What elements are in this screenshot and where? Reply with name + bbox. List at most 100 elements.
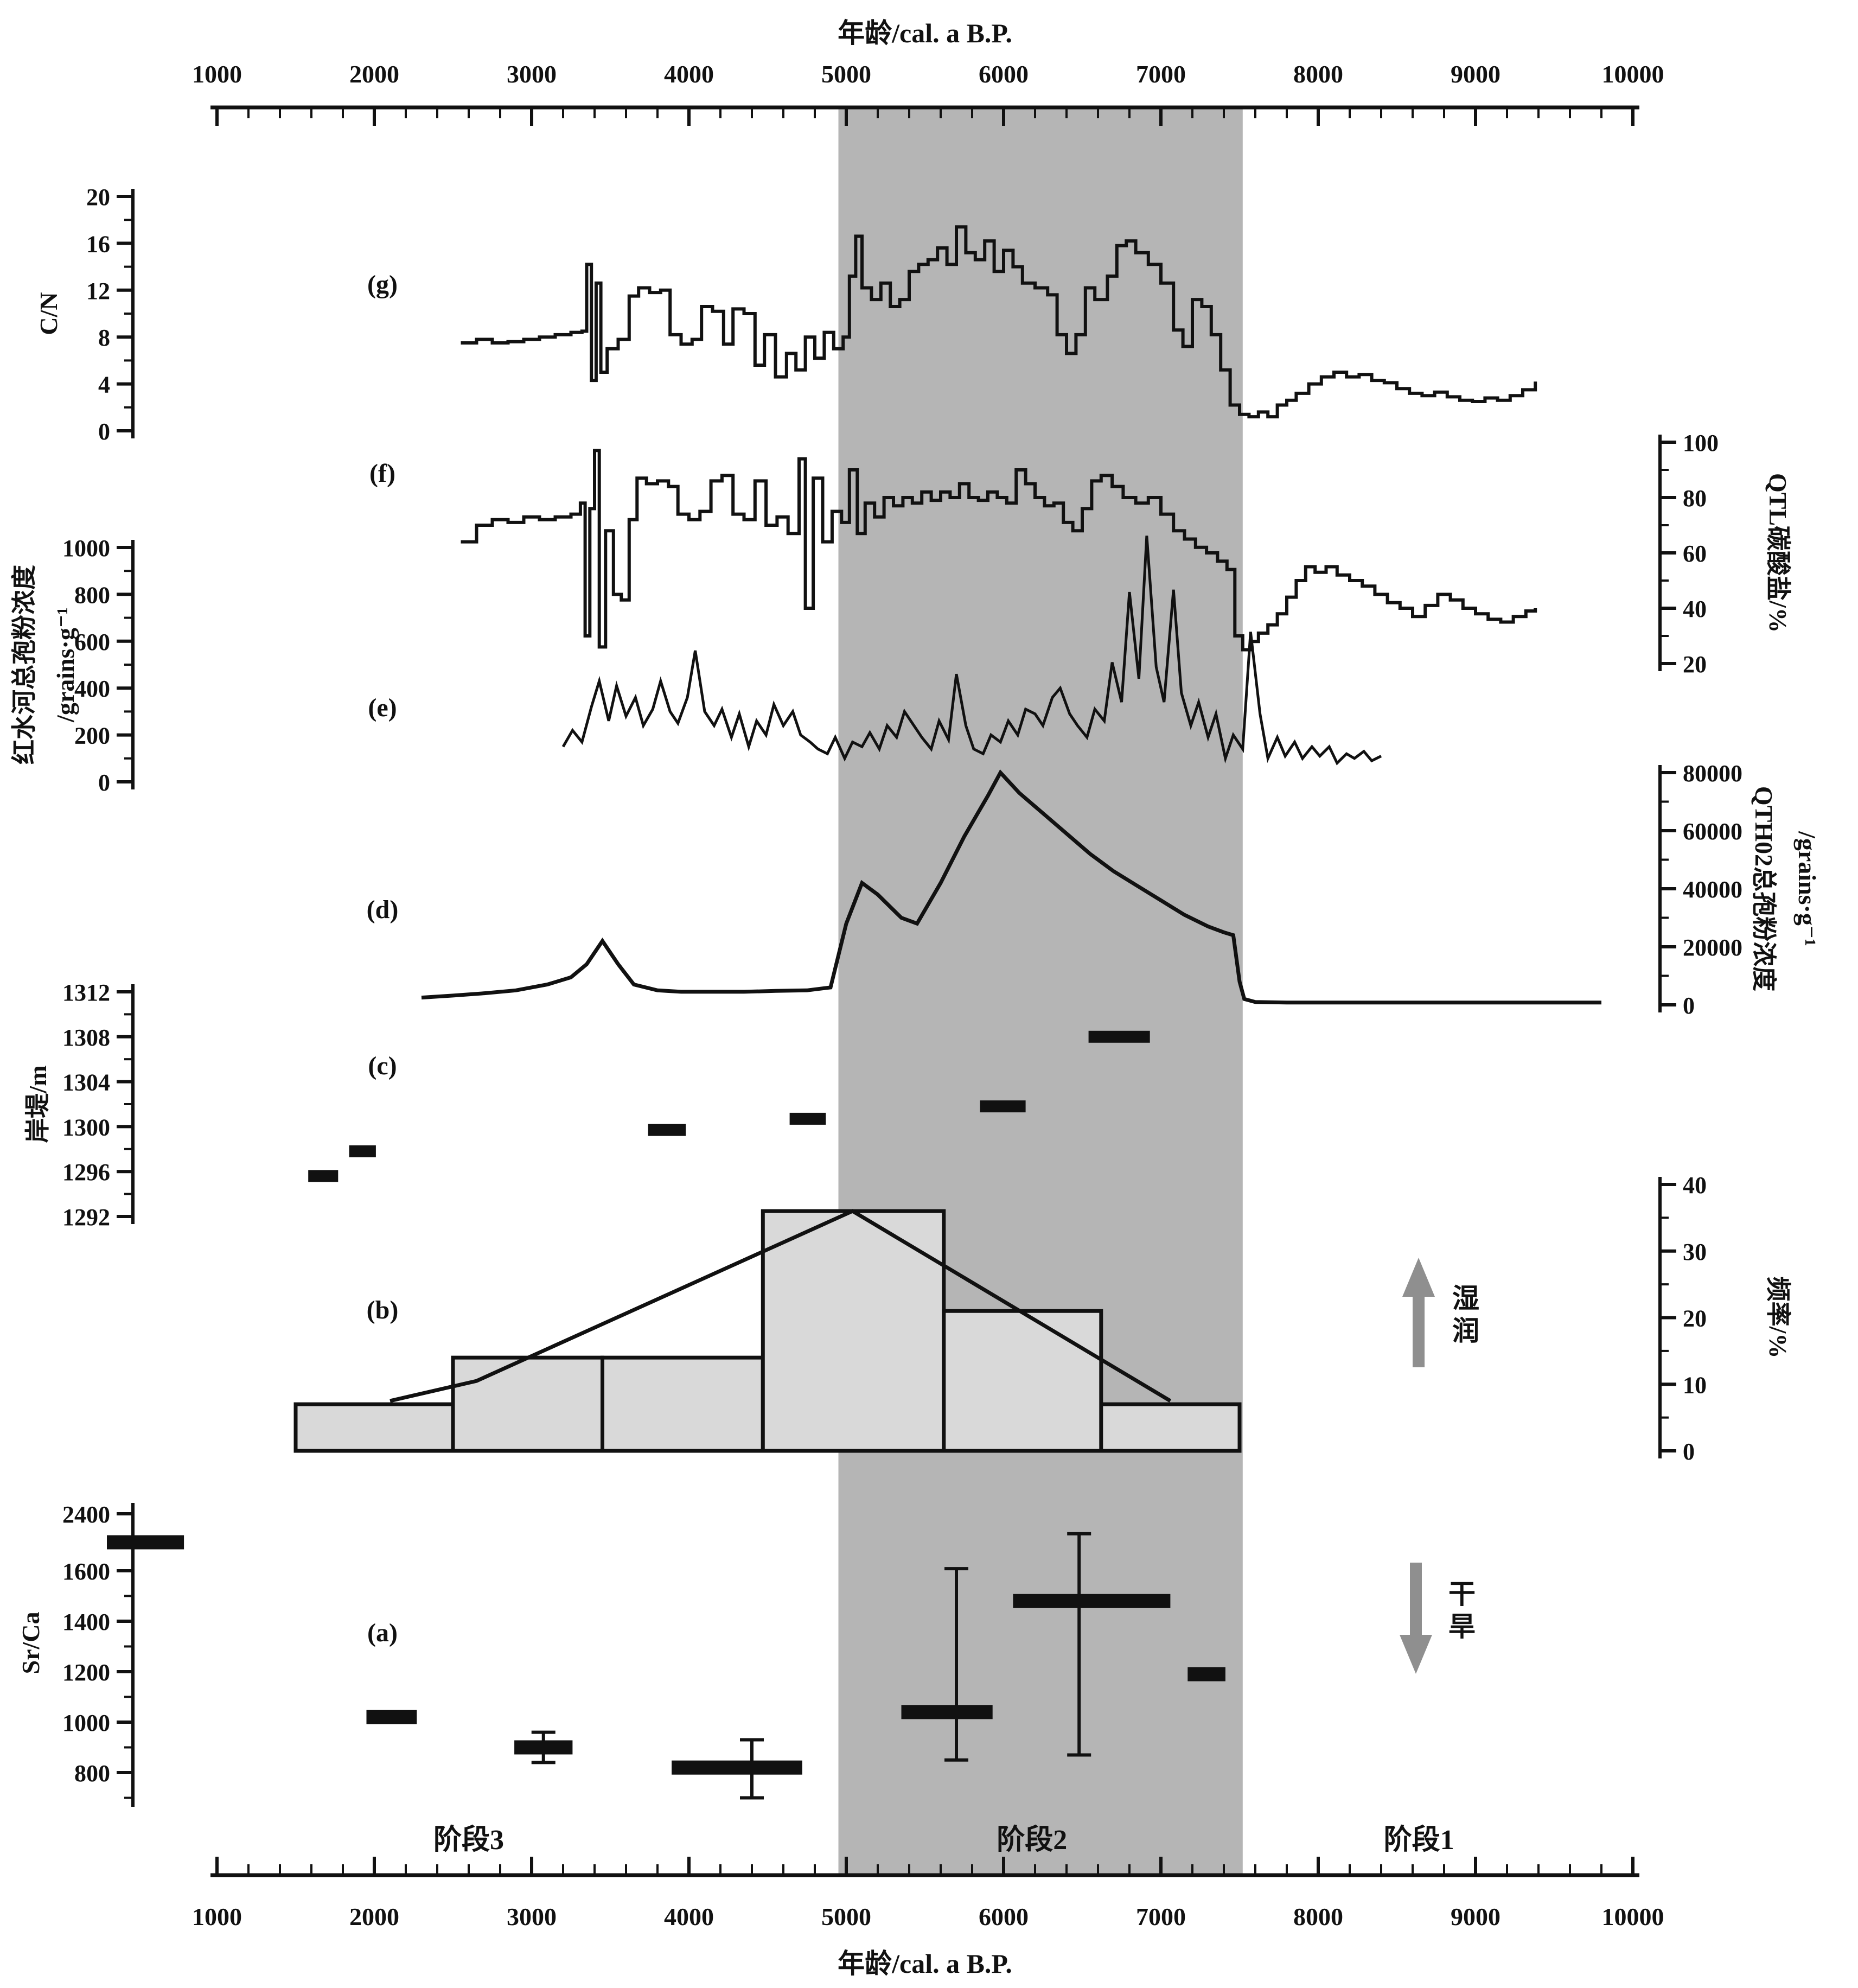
wet-arrow-shaft — [1413, 1297, 1425, 1367]
axis-bottom-tick-label: 3000 — [507, 1903, 557, 1930]
histogram-bin — [601, 1355, 765, 1453]
shoreline-bar — [308, 1170, 339, 1182]
panel-g-tick-label: 16 — [86, 231, 110, 257]
panel-d-tag: (d) — [367, 895, 399, 924]
panel-g-tick-label: 0 — [98, 418, 110, 445]
frequency-trend-line — [390, 1209, 1172, 1403]
panel-f-ylabel: QTL碳酸盐/% — [1764, 473, 1792, 633]
panel-e-tag: (e) — [368, 693, 397, 722]
panel-c-tick-label: 1312 — [62, 979, 110, 1006]
shoreline-bar — [789, 1112, 826, 1125]
shoreline-bar — [349, 1145, 376, 1157]
panel-b-tick-label: 20 — [1683, 1305, 1707, 1332]
srca-bar — [366, 1710, 417, 1724]
dry-arrow-head — [1400, 1635, 1432, 1674]
panel-a-tag: (a) — [367, 1619, 398, 1647]
srca-bar — [514, 1740, 573, 1755]
cn-curve — [461, 225, 1537, 419]
panel-f-tick-label: 20 — [1683, 651, 1707, 678]
shoreline-bar — [648, 1124, 686, 1136]
axis-bottom-title: 年龄/cal. a B.P. — [838, 1948, 1012, 1979]
panel-a-tick-label: 1200 — [62, 1659, 110, 1686]
axis-bottom-tick-label: 6000 — [979, 1903, 1029, 1930]
axis-top-tick-label: 3000 — [507, 60, 557, 88]
panel-c-tick-label: 1304 — [62, 1069, 110, 1096]
histogram-bin — [942, 1309, 1103, 1453]
panel-e-tick-label: 400 — [74, 676, 110, 702]
panel-e-ylabel: 红水河总孢粉浓度 — [10, 565, 38, 764]
panel-d-tick-label: 40000 — [1683, 876, 1742, 903]
highlight-band — [838, 107, 1243, 1875]
dry-label: 干 — [1448, 1579, 1476, 1609]
panel-g-tick-label: 12 — [86, 278, 110, 304]
axis-bottom-tick-label: 8000 — [1293, 1903, 1343, 1930]
panel-e-tick-label: 0 — [98, 769, 110, 796]
axis-top-tick-label: 7000 — [1136, 60, 1186, 88]
panel-f-tick-label: 80 — [1683, 485, 1707, 512]
panel-g-ylabel: C/N — [35, 292, 62, 335]
panel-f-tag: (f) — [369, 459, 395, 488]
panel-a-tick-label: 1000 — [62, 1710, 110, 1736]
dry-arrow-shaft — [1410, 1563, 1422, 1635]
panel-e-ylabel: /grains·g⁻¹ — [52, 607, 79, 723]
axis-top-tick-label: 5000 — [821, 60, 871, 88]
axis-top-tick-label: 8000 — [1293, 60, 1343, 88]
axis-bottom-tick-label: 2000 — [349, 1903, 399, 1930]
srca-bar — [1187, 1667, 1225, 1681]
srca-bar — [672, 1760, 802, 1775]
panel-g-tick-label: 4 — [98, 372, 110, 398]
panel-b-tick-label: 30 — [1683, 1239, 1707, 1265]
axis-bottom-tick-label: 4000 — [664, 1903, 714, 1930]
histogram-bin — [761, 1209, 946, 1453]
panel-d-tick-label: 80000 — [1683, 760, 1742, 787]
wet-label: 湿 — [1452, 1283, 1479, 1314]
axis-top-tick-label: 4000 — [664, 60, 714, 88]
panel-f-tick-label: 60 — [1683, 540, 1707, 567]
panel-e-tick-label: 1000 — [62, 535, 110, 562]
panel-c-tick-label: 1308 — [62, 1024, 110, 1051]
srca-bar — [107, 1535, 184, 1550]
panel-d-tick-label: 60000 — [1683, 818, 1742, 845]
panel-a-ylabel: Sr/Ca — [17, 1612, 44, 1674]
axis-bottom-tick-label: 9000 — [1451, 1903, 1501, 1930]
panel-a-tick-label: 800 — [74, 1760, 110, 1787]
panel-c-ylabel: 岸堤/m — [24, 1065, 52, 1143]
wet-label: 润 — [1452, 1316, 1479, 1346]
axis-bottom-tick-label: 10000 — [1602, 1903, 1664, 1930]
axis-top-tick-label: 1000 — [192, 60, 242, 88]
axis-bottom-tick-label: 7000 — [1136, 1903, 1186, 1930]
dry-label: 旱 — [1448, 1611, 1476, 1642]
axis-top-tick-label: 6000 — [979, 60, 1029, 88]
shoreline-bar — [980, 1100, 1026, 1113]
hongshui-pollen-curve — [561, 536, 1382, 766]
qth02-pollen-curve — [421, 769, 1601, 1005]
panel-g-tick-label: 8 — [98, 324, 110, 351]
panel-b-tick-label: 0 — [1683, 1438, 1695, 1465]
stage-label: 阶段1 — [1384, 1824, 1454, 1856]
axis-top-tick-label: 9000 — [1451, 60, 1501, 88]
axis-top-tick-label: 10000 — [1602, 60, 1664, 88]
panel-b-ylabel: 频率/% — [1764, 1277, 1792, 1359]
srca-bar — [1013, 1594, 1171, 1608]
panel-a-tick-label: 1600 — [62, 1558, 110, 1585]
wet-arrow-head — [1402, 1258, 1435, 1297]
panel-g-tag: (g) — [367, 270, 398, 299]
panel-a-tick-label: 1400 — [62, 1609, 110, 1635]
panel-d-tick-label: 20000 — [1683, 934, 1742, 961]
axis-bottom-tick-label: 5000 — [821, 1903, 871, 1930]
panel-e-tick-label: 800 — [74, 582, 110, 608]
panel-f-tick-label: 100 — [1683, 430, 1719, 456]
carbonate-curve — [461, 449, 1537, 652]
panel-b-tick-label: 40 — [1683, 1172, 1707, 1199]
panel-g-tick-label: 20 — [86, 184, 110, 211]
panel-c-tick-label: 1296 — [62, 1159, 110, 1186]
stage-label: 阶段3 — [433, 1824, 504, 1856]
srca-bar — [901, 1705, 993, 1719]
panel-c-tag: (c) — [368, 1052, 397, 1080]
panel-e-tick-label: 200 — [74, 723, 110, 749]
axis-top-title: 年龄/cal. a B.P. — [838, 18, 1012, 48]
axis-bottom-tick-label: 1000 — [192, 1903, 242, 1930]
panel-f-tick-label: 40 — [1683, 596, 1707, 622]
